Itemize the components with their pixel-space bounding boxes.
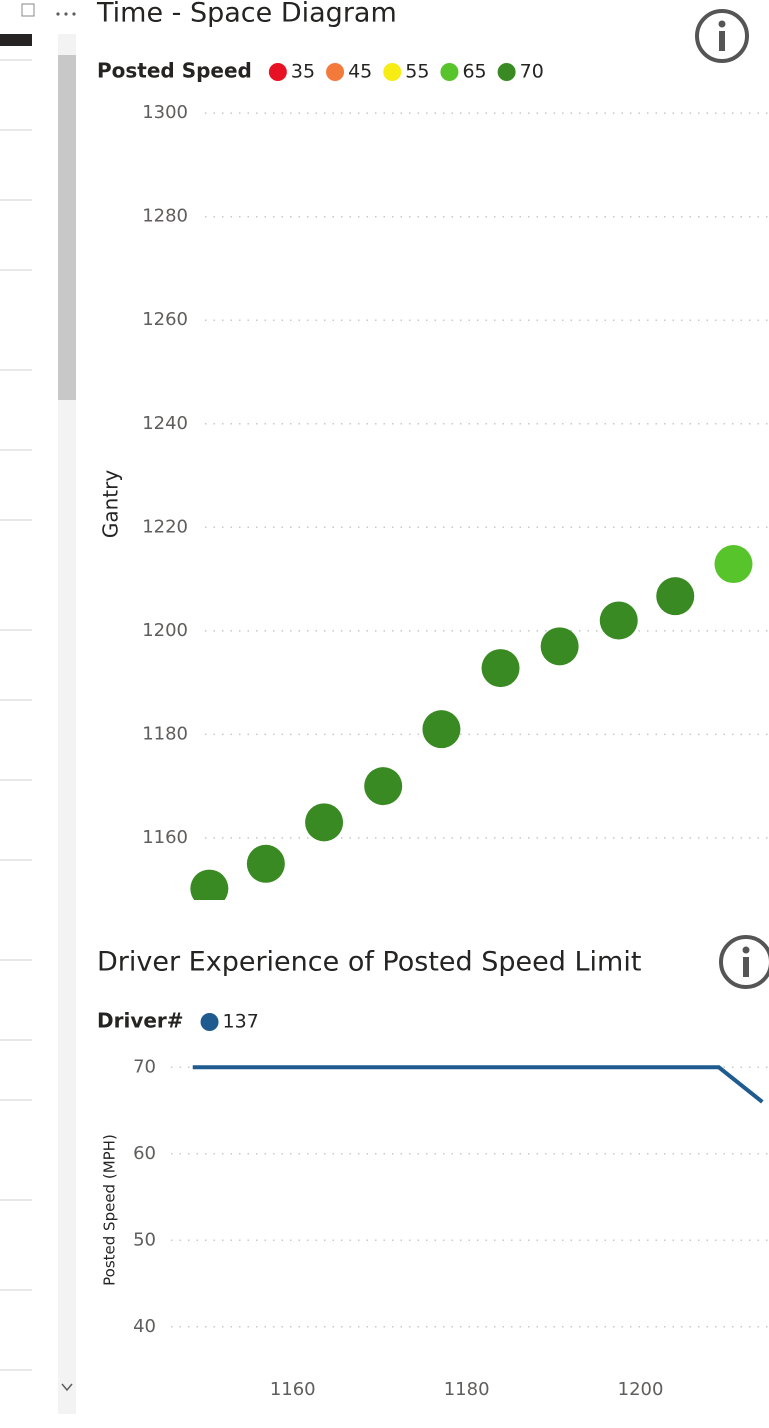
point [364,767,403,806]
legend-swatch [497,63,516,81]
info-icon[interactable] [719,935,769,989]
y-tick-label: 1300 [142,102,188,123]
legend-label: 55 [405,61,429,83]
legend-swatch [440,63,459,81]
legend-label: 65 [462,61,486,83]
x-tick-label: 1160 [270,1379,316,1400]
legend-title: Posted Speed [97,59,252,83]
slicer-header [0,34,32,46]
legend-swatch [383,63,402,81]
line [192,1065,764,1104]
point [246,844,285,883]
scrollbar-thumb[interactable] [58,55,76,400]
y-tick-label: 1180 [142,723,188,744]
y-axis-label: Posted Speed (MPH) [101,1134,119,1286]
point [599,601,638,640]
y-tick-label: 70 [133,1056,156,1077]
y-tick-label: 1240 [142,413,188,434]
legend-swatch [200,1013,219,1031]
legend-label: 70 [520,61,544,83]
legend-swatch [326,63,345,81]
y-tick-label: 1260 [142,309,188,330]
y-tick-label: 60 [133,1143,156,1164]
legend-label: 35 [291,61,315,83]
x-tick-label: 1180 [444,1379,490,1400]
y-tick-label: 50 [133,1229,156,1250]
y-tick-label: 1160 [142,827,188,848]
legend-swatch [268,63,287,81]
point [540,627,579,666]
chart-title: Time - Space Diagram [96,0,397,29]
focus-icon[interactable] [21,3,35,17]
point [656,577,695,616]
chart-title: Driver Experience of Posted Speed Limit [97,947,641,978]
y-tick-label: 1200 [142,620,188,641]
y-tick-label: 40 [133,1316,156,1337]
point [305,803,344,842]
point [481,649,520,688]
legend-label: 45 [348,61,372,83]
info-icon[interactable] [695,9,749,63]
x-tick-label: 1200 [618,1379,664,1400]
y-axis-label: Gantry [99,470,123,538]
legend-label: 137 [223,1011,259,1033]
y-tick-label: 1220 [142,516,188,537]
scroll-down[interactable] [61,1383,73,1392]
point [422,710,461,749]
legend-title: Driver# [97,1009,184,1033]
y-tick-label: 1280 [142,206,188,227]
more-options[interactable] [56,12,76,16]
point [714,545,753,584]
point [190,869,229,900]
slicer-rows [0,59,32,1371]
